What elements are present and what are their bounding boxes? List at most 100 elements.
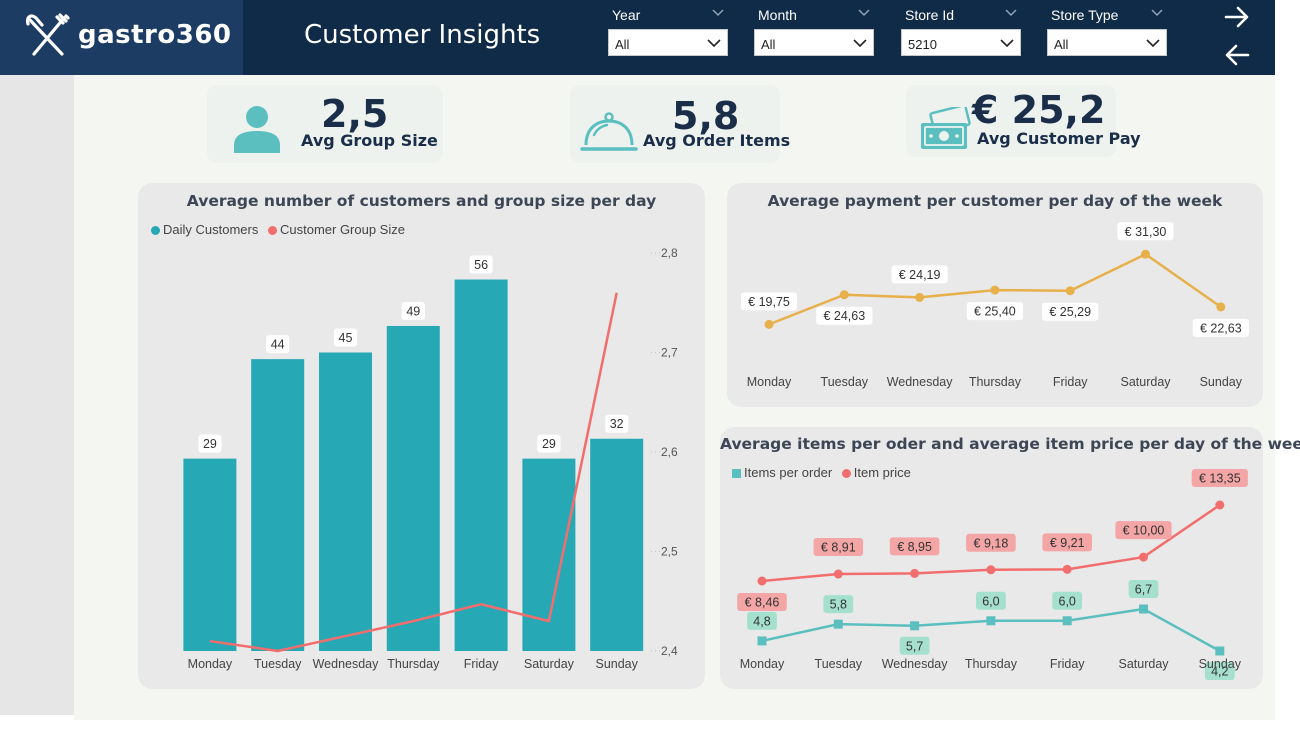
data-label: 44 — [271, 338, 285, 352]
data-label: 4,8 — [753, 614, 770, 628]
filter-year[interactable]: Year All — [608, 4, 728, 56]
legend-item-item-price[interactable]: Item price — [841, 465, 911, 480]
data-label-bg — [899, 636, 930, 655]
bar-tuesday — [251, 359, 305, 651]
data-label: 45 — [339, 331, 353, 345]
price-data-label: € 10,00 — [1115, 521, 1172, 540]
price-data-label: € 9,18 — [966, 533, 1016, 552]
person-icon — [234, 106, 280, 153]
bar-thursday — [386, 325, 440, 651]
data-label-bg — [823, 595, 854, 614]
data-label: € 10,00 — [1123, 524, 1165, 538]
filter-label: Year — [612, 7, 641, 23]
logo[interactable]: gastro360 — [0, 0, 243, 75]
price-point — [910, 568, 920, 578]
customers-combo-chart[interactable]: 29 Monday 44 Tuesday 45 Wednesday 49 Thursday 56… — [138, 183, 705, 689]
chart-title: Average items per oder and average item … — [720, 435, 1300, 453]
y-right-tick-label: 2,6 — [661, 445, 678, 459]
filter-store-id[interactable]: Store Id 5210 — [901, 4, 1021, 56]
y-right-tick-label: 2,7 — [661, 346, 678, 360]
data-label-bg — [740, 292, 798, 311]
data-label: 6,0 — [982, 594, 999, 608]
kpi-label: Avg Group Size — [301, 131, 438, 150]
data-label: 29 — [542, 437, 556, 451]
chevron-down-icon[interactable] — [712, 9, 724, 17]
kpi-label: Avg Customer Pay — [977, 129, 1141, 148]
filter-store-type[interactable]: Store Type All — [1047, 4, 1167, 56]
data-point — [839, 290, 849, 300]
y-right-tick-label: 2,4 — [661, 644, 678, 658]
filter-value: 5210 — [908, 37, 937, 52]
point-data-label: € 24,63 — [816, 306, 873, 325]
kpi-value: 2,5 — [321, 92, 389, 136]
data-point — [1216, 302, 1226, 312]
store-type-dropdown[interactable]: All — [1047, 29, 1167, 56]
data-label-bg — [1204, 662, 1235, 680]
items-data-label: 4,2 — [1204, 662, 1235, 680]
items-data-label: 5,7 — [899, 636, 930, 655]
chevron-down-icon[interactable] — [858, 9, 870, 17]
bar-data-label: 56 — [469, 255, 493, 274]
kpi-card-group-size: 2,5 Avg Group Size — [207, 85, 443, 163]
legend-label: Items per order — [744, 465, 833, 480]
month-dropdown[interactable]: All — [754, 29, 874, 56]
arrow-left-icon[interactable] — [1224, 44, 1250, 66]
filter-month[interactable]: Month All — [754, 4, 874, 56]
data-label: 32 — [610, 417, 624, 431]
data-label: 6,0 — [1059, 594, 1076, 608]
chart-card-payment-per-customer: Average payment per customer per day of … — [727, 183, 1263, 407]
store-id-dropdown[interactable]: 5210 — [901, 29, 1021, 56]
bar-data-label: 45 — [333, 328, 358, 347]
legend-item-items-per-order[interactable]: Items per order — [732, 465, 832, 480]
payment-line-chart[interactable]: € 19,75 Monday € 24,63 Tuesday € 24,19 Wednes… — [727, 183, 1263, 407]
data-label: 56 — [474, 258, 488, 272]
x-tick-label: Friday — [464, 657, 499, 671]
data-label-bg — [816, 306, 873, 325]
items-point — [757, 636, 767, 646]
data-point — [915, 292, 925, 302]
price-data-label: € 8,95 — [889, 537, 940, 556]
chevron-down-icon[interactable] — [1151, 9, 1163, 17]
y-right-tick-label: 2,5 — [661, 545, 678, 559]
cloche-icon — [580, 112, 638, 151]
x-tick-label: Friday — [1053, 375, 1088, 389]
price-point — [833, 569, 843, 579]
data-label-bg — [747, 611, 777, 630]
data-label-bg — [537, 434, 561, 453]
legend-label: Item price — [853, 465, 911, 480]
items-price-line-chart[interactable]: € 8,46 4,8 Monday € 8,91 5,8 Tuesday € 8,95 5,7… — [720, 427, 1263, 689]
items-data-label: 4,8 — [747, 611, 777, 630]
price-point — [986, 565, 996, 575]
items-data-label: 6,0 — [1052, 591, 1083, 610]
data-label-bg — [469, 255, 493, 274]
x-tick-label: Tuesday — [815, 657, 863, 671]
data-point — [764, 319, 774, 329]
legend-item-daily-customers[interactable]: Daily Customers — [151, 222, 258, 237]
series-line-group-size — [209, 292, 618, 653]
x-tick-label: Wednesday — [887, 375, 954, 389]
x-tick-label: Wednesday — [882, 657, 949, 671]
data-point — [1141, 249, 1150, 259]
items-data-label: 5,8 — [823, 595, 854, 614]
filter-value: All — [1054, 37, 1069, 52]
data-label: € 8,95 — [897, 540, 932, 554]
data-label-bg — [605, 414, 629, 433]
data-point — [990, 285, 1000, 295]
bar-friday — [454, 279, 508, 651]
data-label: € 19,75 — [748, 295, 790, 309]
items-point — [833, 619, 843, 629]
data-label-bg — [1117, 222, 1174, 241]
data-label-bg — [198, 434, 222, 453]
data-label: € 25,40 — [974, 305, 1016, 319]
data-label-bg — [1192, 318, 1249, 337]
filter-value: All — [761, 37, 776, 52]
data-label: 5,8 — [830, 598, 847, 612]
chevron-down-icon — [853, 39, 867, 48]
legend-item-group-size[interactable]: Customer Group Size — [267, 222, 405, 237]
year-dropdown[interactable]: All — [608, 29, 728, 56]
point-data-label: € 31,30 — [1117, 222, 1174, 241]
chevron-down-icon[interactable] — [1005, 9, 1017, 17]
arrow-right-icon[interactable] — [1224, 6, 1250, 28]
price-point — [757, 576, 767, 586]
data-label-bg — [1052, 591, 1083, 610]
